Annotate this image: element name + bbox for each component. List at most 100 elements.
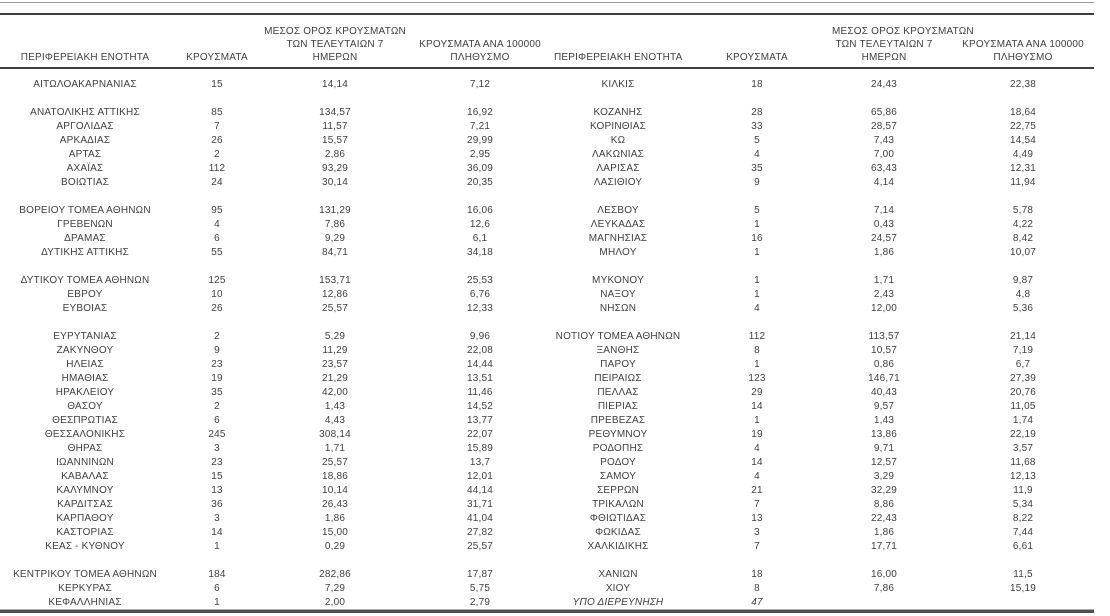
avg7-cell: 10,57: [870, 345, 898, 356]
avg7-cell: 1,71: [873, 275, 895, 286]
per100k-cell: [936, 92, 1110, 106]
per100k-cell: 2,95: [469, 149, 491, 160]
region-name-cell: [554, 92, 682, 106]
region-name-cell: ΝΑΞΟΥ: [600, 289, 636, 300]
region-name-cell: ΣΑΜΟΥ: [599, 471, 637, 482]
avg7-cell: [832, 554, 936, 568]
cases-cell: [170, 260, 264, 274]
per100k-cell: [936, 554, 1110, 568]
cases-cell: 47: [751, 597, 763, 608]
per100k-cell: 4,49: [1012, 149, 1034, 160]
per100k-cell: 14,44: [466, 359, 494, 370]
avg7-cell: 18,86: [321, 471, 349, 482]
cases-cell: [682, 260, 832, 274]
cases-cell: 23: [211, 359, 223, 370]
region-name-cell: ΘΕΣΠΡΩΤΙΑΣ: [52, 415, 118, 426]
avg7-cell: [832, 190, 936, 204]
col-header-avg7-line1: ΜΕΣΟΣ ΟΡΟΣ ΚΡΟΥΣΜΑΤΩΝ: [832, 26, 974, 37]
region-name-cell: ΛΑΚΩΝΙΑΣ: [592, 149, 644, 160]
avg7-cell: 2,43: [873, 289, 895, 300]
per100k-cell: 14,54: [1009, 135, 1037, 146]
avg7-cell: 40,43: [870, 387, 898, 398]
cases-cell: 4: [754, 471, 760, 482]
per100k-cell: 17,87: [466, 569, 494, 580]
region-name-cell: ΛΕΣΒΟΥ: [597, 205, 639, 216]
region-name-cell: ΚΕΦΑΛΛΗΝΙΑΣ: [48, 597, 122, 608]
cases-cell: 4: [754, 303, 760, 314]
region-name-cell: [0, 92, 170, 106]
per100k-cell: 11,9: [1013, 485, 1033, 496]
avg7-cell: 308,14: [319, 429, 351, 440]
per100k-cell: 34,18: [466, 247, 494, 258]
avg7-cell: 7,86: [873, 583, 895, 594]
region-name-cell: ΧΑΛΚΙΔΙΚΗΣ: [587, 541, 649, 552]
region-name-cell: ΜΑΓΝΗΣΙΑΣ: [588, 233, 648, 244]
region-name-cell: ΚΕΑΣ - ΚΥΘΝΟΥ: [45, 541, 125, 552]
left-region-table: ΑΙΤΩΛΟΑΚΑΡΝΑΝΙΑΣ 15 14,14 7,12 ΑΝΑΤΟΛΙΚΗ…: [0, 78, 554, 610]
region-name-cell: ΗΡΑΚΛΕΙΟΥ: [55, 387, 115, 398]
cases-cell: 1: [754, 219, 760, 230]
cases-cell: 8: [754, 583, 760, 594]
per100k-cell: 9,96: [469, 331, 491, 342]
avg7-cell: 8,86: [873, 499, 895, 510]
avg7-cell: 4,14: [873, 177, 895, 188]
region-name-cell: ΜΗΛΟΥ: [599, 247, 637, 258]
cases-cell: 245: [208, 429, 226, 440]
region-name-cell: ΚΕΡΚΥΡΑΣ: [58, 583, 112, 594]
cases-cell: [170, 190, 264, 204]
region-name-cell: ΚΑΒΑΛΑΣ: [61, 471, 109, 482]
avg7-cell: 7,43: [873, 135, 895, 146]
region-name-cell: ΥΠΟ ΔΙΕΡΕΥΝΗΣΗ: [572, 597, 664, 608]
avg7-cell: 30,14: [321, 177, 349, 188]
per100k-cell: 13,51: [466, 373, 494, 384]
region-name-cell: ΙΩΑΝΝΙΝΩΝ: [56, 457, 114, 468]
avg7-cell: 11,57: [322, 121, 348, 132]
region-name-cell: ΑΡΤΑΣ: [68, 149, 102, 160]
cases-cell: 6: [214, 583, 220, 594]
region-name-cell: ΚΑΛΥΜΝΟΥ: [56, 485, 114, 496]
region-name-cell: ΚΙΛΚΙΣ: [601, 79, 635, 90]
per100k-cell: 31,71: [466, 499, 494, 510]
per100k-cell: 29,99: [466, 135, 494, 146]
cases-cell: 28: [751, 107, 763, 118]
cases-cell: 26: [211, 135, 223, 146]
per100k-cell: [406, 316, 554, 330]
cases-cell: 14: [211, 527, 223, 538]
avg7-cell: 25,57: [321, 457, 349, 468]
right-table-header: ΠΕΡΙΦΕΡΕΙΑΚΗ ΕΝΟΤΗΤΑ ΚΡΟΥΣΜΑΤΑ ΜΕΣΟΣ ΟΡΟ…: [554, 16, 1110, 67]
region-name-cell: ΚΟΡΙΝΘΙΑΣ: [589, 121, 647, 132]
per100k-cell: 13,7: [469, 457, 491, 468]
col-header-avg7-line2: ΤΩΝ ΤΕΛΕΥΤΑΙΩΝ 7: [286, 39, 384, 50]
region-name-cell: ΛΑΡΙΣΑΣ: [596, 163, 640, 174]
avg7-cell: 17,71: [870, 541, 898, 552]
region-name-cell: ΔΥΤΙΚΗΣ ΑΤΤΙΚΗΣ: [41, 247, 129, 258]
region-name-cell: ΕΥΡΥΤΑΝΙΑΣ: [53, 331, 117, 342]
col-header-per100k-line1: ΚΡΟΥΣΜΑΤΑ ΑΝΑ 100000: [419, 39, 541, 50]
cases-cell: 6: [214, 415, 220, 426]
col-header-per100k-line2: ΠΛΗΘΥΣΜΟ: [993, 52, 1053, 63]
avg7-cell: [264, 554, 406, 568]
cases-cell: 4: [214, 219, 220, 230]
cases-cell: 35: [211, 387, 223, 398]
region-name-cell: ΘΕΣΣΑΛΟΝΙΚΗΣ: [44, 429, 126, 440]
per100k-cell: 12,33: [466, 303, 494, 314]
cases-cell: 8: [754, 345, 760, 356]
region-name-cell: ΡΟΔΟΥ: [600, 457, 636, 468]
cases-cell: 125: [208, 275, 226, 286]
per100k-cell: [406, 260, 554, 274]
cases-cell: 6: [214, 233, 220, 244]
per100k-cell: 12,6: [469, 219, 491, 230]
per100k-cell: 3,57: [1012, 443, 1034, 454]
cases-cell: 85: [211, 107, 223, 118]
avg7-cell: 7,86: [324, 219, 346, 230]
region-name-cell: ΘΑΣΟΥ: [67, 401, 103, 412]
cases-cell: [170, 554, 264, 568]
col-header-cases: ΚΡΟΥΣΜΑΤΑ: [186, 52, 248, 63]
per100k-cell: 6,61: [1012, 541, 1034, 552]
cases-cell: 9: [754, 177, 760, 188]
cases-cell: 1: [754, 289, 760, 300]
col-header-per100k-line1: ΚΡΟΥΣΜΑΤΑ ΑΝΑ 100000: [962, 39, 1084, 50]
region-name-cell: ΕΒΡΟΥ: [67, 289, 103, 300]
region-name-cell: ΜΥΚΟΝΟΥ: [592, 275, 644, 286]
